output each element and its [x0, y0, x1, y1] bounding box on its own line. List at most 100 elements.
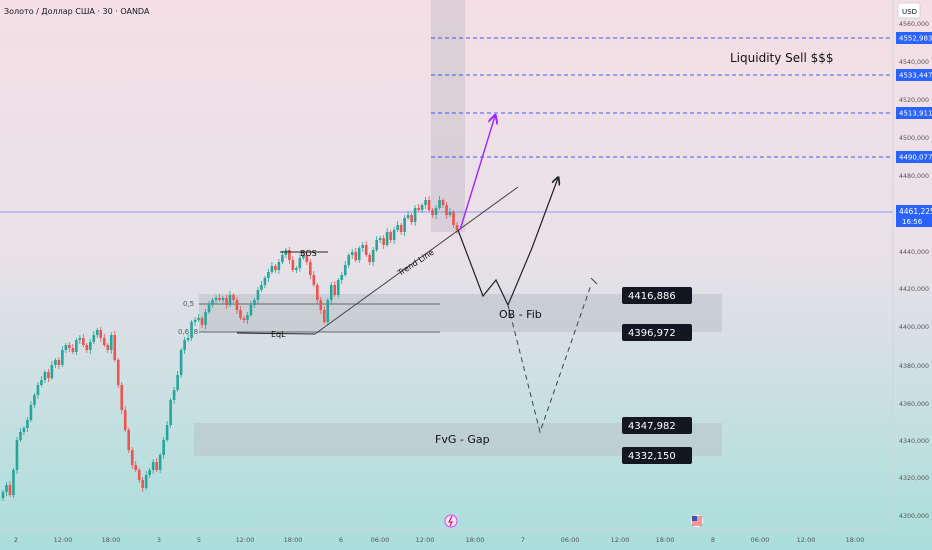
candle-body — [221, 298, 225, 300]
candle-body — [406, 215, 410, 218]
events-icon[interactable] — [444, 514, 458, 528]
candle-body — [448, 212, 452, 215]
candle-body — [302, 255, 305, 258]
candle-body — [389, 232, 392, 240]
candle-body — [102, 338, 106, 345]
candle-body — [165, 425, 169, 440]
fib-0618-label: 0,618 — [178, 328, 198, 336]
level-badge — [896, 69, 932, 81]
candle-body — [22, 428, 26, 432]
candle-body — [410, 215, 413, 222]
candle-body — [267, 272, 270, 278]
candle-body — [207, 305, 211, 312]
price-axis[interactable]: 4560,000 4540,000 4520,000 4500,000 4480,000… — [892, 0, 932, 530]
level-badge-label: 4513,911 — [899, 110, 932, 118]
level-badge-label: 4552,983 — [899, 35, 932, 43]
candle-body — [441, 200, 445, 205]
bos-label: BOS — [300, 249, 317, 258]
candle-body — [350, 252, 354, 255]
candle-body — [253, 300, 256, 305]
x-tick-label: 12:00 — [416, 536, 435, 544]
candle-body — [347, 255, 351, 265]
candle-body — [71, 348, 75, 352]
candle-body — [225, 298, 228, 305]
candle-body — [242, 318, 246, 320]
candle-body — [438, 200, 441, 208]
candle-body — [413, 208, 417, 222]
candle-body — [40, 380, 43, 385]
candle-body — [78, 338, 82, 340]
time-axis[interactable]: 2 12:00 18:00 3 5 12:00 18:00 6 06:00 12:00 18:00 7… — [0, 529, 893, 544]
candle-body — [329, 285, 333, 300]
candle-body — [431, 210, 434, 215]
x-tick-label: 12:00 — [611, 536, 630, 544]
candle-body — [218, 298, 221, 300]
x-tick-label: 12:00 — [236, 536, 255, 544]
y-tick-label: 4320,000 — [899, 475, 929, 482]
zone-badges: 4416,886 4396,972 4347,982 4332,150 — [622, 287, 692, 464]
candle-body — [256, 290, 260, 300]
candle-body — [158, 455, 162, 470]
candle-body — [57, 360, 61, 365]
y-tick-label: 4540,000 — [899, 59, 929, 66]
candle-body — [85, 345, 89, 350]
candle-body — [382, 238, 385, 245]
us-flag-icon[interactable] — [690, 514, 704, 528]
x-tick-label: 18:00 — [102, 536, 121, 544]
candle-body — [176, 375, 179, 390]
currency-label[interactable]: USD — [902, 8, 917, 16]
y-tick-label: 4300,000 — [899, 513, 929, 520]
candle-body — [95, 330, 99, 335]
candle-body — [19, 432, 22, 440]
alt-projection-tip — [590, 277, 598, 285]
y-tick-label: 4380,000 — [899, 363, 929, 370]
candle-body — [249, 305, 253, 315]
candle-body — [183, 340, 186, 350]
x-tick-label: 06:00 — [371, 536, 390, 544]
x-tick-label: 8 — [711, 536, 715, 544]
fvg-top-price: 4347,982 — [628, 421, 676, 432]
candle-body — [246, 315, 249, 320]
candle-body — [127, 430, 131, 450]
candle-body — [64, 345, 68, 350]
candle-body — [445, 205, 448, 215]
candle-body — [200, 318, 204, 325]
candle-body — [340, 275, 344, 280]
candle-body — [172, 390, 176, 400]
candle-body — [106, 345, 110, 350]
candle-body — [270, 266, 274, 272]
candle-body — [291, 260, 295, 270]
candle-body — [281, 255, 284, 262]
x-tick-label: 6 — [339, 536, 343, 544]
candle-body — [99, 330, 103, 338]
candle-body — [424, 200, 427, 205]
candle-body — [403, 218, 406, 232]
candle-body — [8, 485, 12, 495]
candle-body — [148, 470, 151, 475]
ob-fib-label: OB - Fib — [499, 308, 542, 321]
ob-bottom-price: 4396,972 — [628, 328, 676, 339]
x-tick-label: 5 — [197, 536, 201, 544]
candle-body — [15, 440, 19, 470]
candle-body — [120, 385, 124, 410]
candle-body — [263, 278, 267, 285]
candle-body — [155, 462, 158, 470]
countdown-value: 16:56 — [902, 218, 923, 226]
candle-body — [312, 275, 316, 285]
candle-body — [399, 225, 403, 232]
current-price-value: 4461,225 — [899, 207, 932, 216]
candle-body — [260, 285, 263, 290]
candle-body — [12, 470, 15, 495]
candle-body — [123, 410, 127, 430]
candle-body — [137, 470, 141, 480]
symbol-title: Золото / Доллар США · 30 · OANDA — [4, 7, 150, 16]
candle-body — [134, 465, 138, 470]
candle-body — [47, 372, 50, 378]
candle-body — [33, 395, 36, 405]
currency-button[interactable]: USD — [897, 2, 921, 19]
candle-body — [211, 300, 214, 305]
candle-body — [336, 280, 340, 295]
